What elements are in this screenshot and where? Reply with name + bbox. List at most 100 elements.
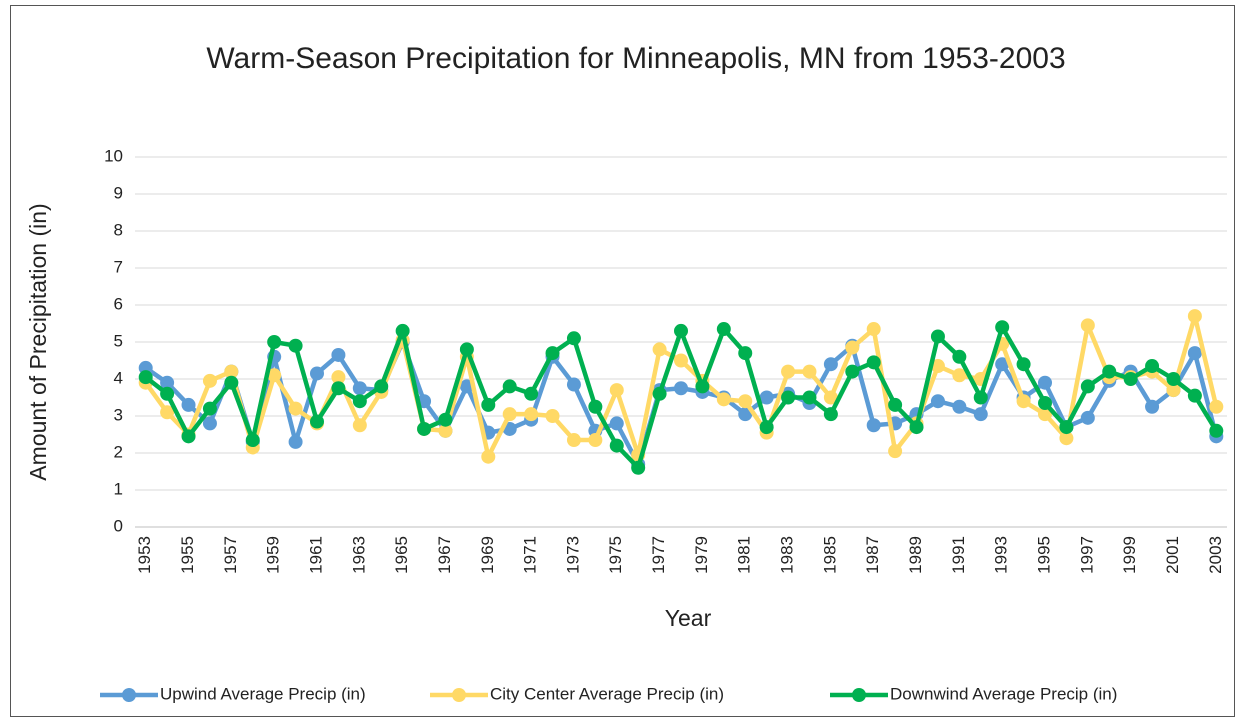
data-point bbox=[374, 379, 389, 394]
x-axis-label: Year bbox=[665, 605, 712, 631]
legend-marker bbox=[122, 688, 136, 702]
data-point bbox=[716, 322, 731, 337]
data-point bbox=[930, 329, 945, 344]
data-point bbox=[952, 399, 967, 414]
data-point bbox=[866, 355, 881, 370]
data-point bbox=[952, 349, 967, 364]
data-point bbox=[1038, 407, 1052, 422]
data-point bbox=[930, 394, 945, 409]
data-point bbox=[438, 423, 453, 438]
data-point bbox=[224, 364, 239, 379]
data-point bbox=[1209, 399, 1224, 414]
data-point bbox=[781, 364, 796, 379]
x-tick-label: 2001 bbox=[1163, 536, 1182, 574]
x-tick-label: 1979 bbox=[692, 536, 711, 574]
data-point bbox=[759, 390, 774, 405]
data-point bbox=[823, 407, 838, 422]
data-point bbox=[802, 364, 817, 379]
legend-marker bbox=[852, 688, 866, 702]
data-point bbox=[352, 418, 367, 433]
data-point bbox=[888, 444, 903, 459]
data-point bbox=[481, 449, 496, 464]
data-point bbox=[588, 433, 603, 448]
data-point bbox=[1123, 372, 1138, 386]
legend-label: City Center Average Precip (in) bbox=[490, 684, 724, 703]
data-point bbox=[738, 394, 753, 409]
data-point bbox=[352, 394, 367, 409]
x-tick-label: 1989 bbox=[906, 536, 925, 574]
data-point bbox=[1059, 431, 1074, 446]
y-tick-label: 9 bbox=[114, 183, 123, 202]
data-point bbox=[566, 433, 581, 448]
x-tick-label: 1983 bbox=[778, 536, 797, 574]
y-tick-label: 8 bbox=[114, 220, 123, 239]
x-tick-label: 1957 bbox=[221, 536, 240, 574]
data-point bbox=[160, 405, 175, 420]
x-tick-label: 1963 bbox=[349, 536, 368, 574]
data-point bbox=[1080, 410, 1095, 425]
x-tick-label: 1987 bbox=[863, 536, 882, 574]
data-point bbox=[524, 407, 539, 422]
data-point bbox=[1166, 372, 1181, 386]
data-point bbox=[202, 373, 217, 388]
data-point bbox=[609, 416, 624, 431]
legend-label: Downwind Average Precip (in) bbox=[890, 684, 1117, 703]
data-point bbox=[995, 320, 1010, 335]
data-point bbox=[952, 368, 967, 383]
legend-marker bbox=[452, 688, 466, 702]
data-point bbox=[738, 407, 753, 422]
legend-label: Upwind Average Precip (in) bbox=[160, 684, 366, 703]
x-tick-label: 1973 bbox=[563, 536, 582, 574]
data-point bbox=[823, 357, 838, 372]
data-point bbox=[1016, 394, 1031, 409]
data-point bbox=[545, 346, 560, 361]
data-point bbox=[1102, 364, 1117, 379]
data-point bbox=[1145, 359, 1160, 374]
x-tick-label: 1999 bbox=[1120, 536, 1139, 574]
x-tick-label: 1997 bbox=[1077, 536, 1096, 574]
data-point bbox=[160, 375, 175, 390]
x-tick-label: 1953 bbox=[135, 536, 154, 574]
y-tick-label: 7 bbox=[114, 257, 123, 276]
data-point bbox=[438, 412, 453, 427]
data-point bbox=[181, 429, 196, 444]
x-tick-label: 1965 bbox=[392, 536, 411, 574]
data-point bbox=[1209, 423, 1224, 438]
data-point bbox=[502, 379, 517, 394]
data-point bbox=[738, 346, 753, 361]
data-point bbox=[588, 399, 603, 414]
data-point bbox=[224, 375, 239, 390]
data-point bbox=[973, 407, 988, 422]
data-point bbox=[1166, 383, 1181, 398]
data-point bbox=[1187, 388, 1202, 403]
x-tick-label: 2003 bbox=[1206, 536, 1225, 574]
data-point bbox=[417, 421, 432, 436]
data-point bbox=[267, 368, 282, 383]
data-point bbox=[1080, 318, 1095, 333]
data-point bbox=[674, 381, 688, 396]
data-point bbox=[352, 381, 367, 396]
y-tick-label: 10 bbox=[104, 146, 123, 165]
y-axis-label: Amount of Precipitation (in) bbox=[25, 203, 51, 480]
data-point bbox=[930, 359, 945, 374]
data-point bbox=[695, 379, 710, 394]
data-point bbox=[759, 420, 774, 435]
data-point bbox=[202, 401, 217, 416]
x-tick-label: 1969 bbox=[478, 536, 497, 574]
data-point bbox=[288, 401, 303, 416]
x-tick-label: 1981 bbox=[735, 536, 754, 574]
data-point bbox=[909, 420, 924, 435]
data-point bbox=[609, 383, 624, 398]
data-point bbox=[1145, 399, 1160, 414]
x-tick-label: 1955 bbox=[178, 536, 197, 574]
data-point bbox=[1016, 357, 1031, 372]
data-point bbox=[566, 377, 581, 392]
chart-border bbox=[10, 5, 1235, 717]
data-point bbox=[459, 342, 474, 357]
data-point bbox=[631, 460, 646, 475]
data-point bbox=[1038, 375, 1052, 390]
data-point bbox=[716, 392, 731, 407]
y-tick-label: 2 bbox=[114, 442, 123, 461]
y-tick-label: 5 bbox=[114, 331, 123, 350]
